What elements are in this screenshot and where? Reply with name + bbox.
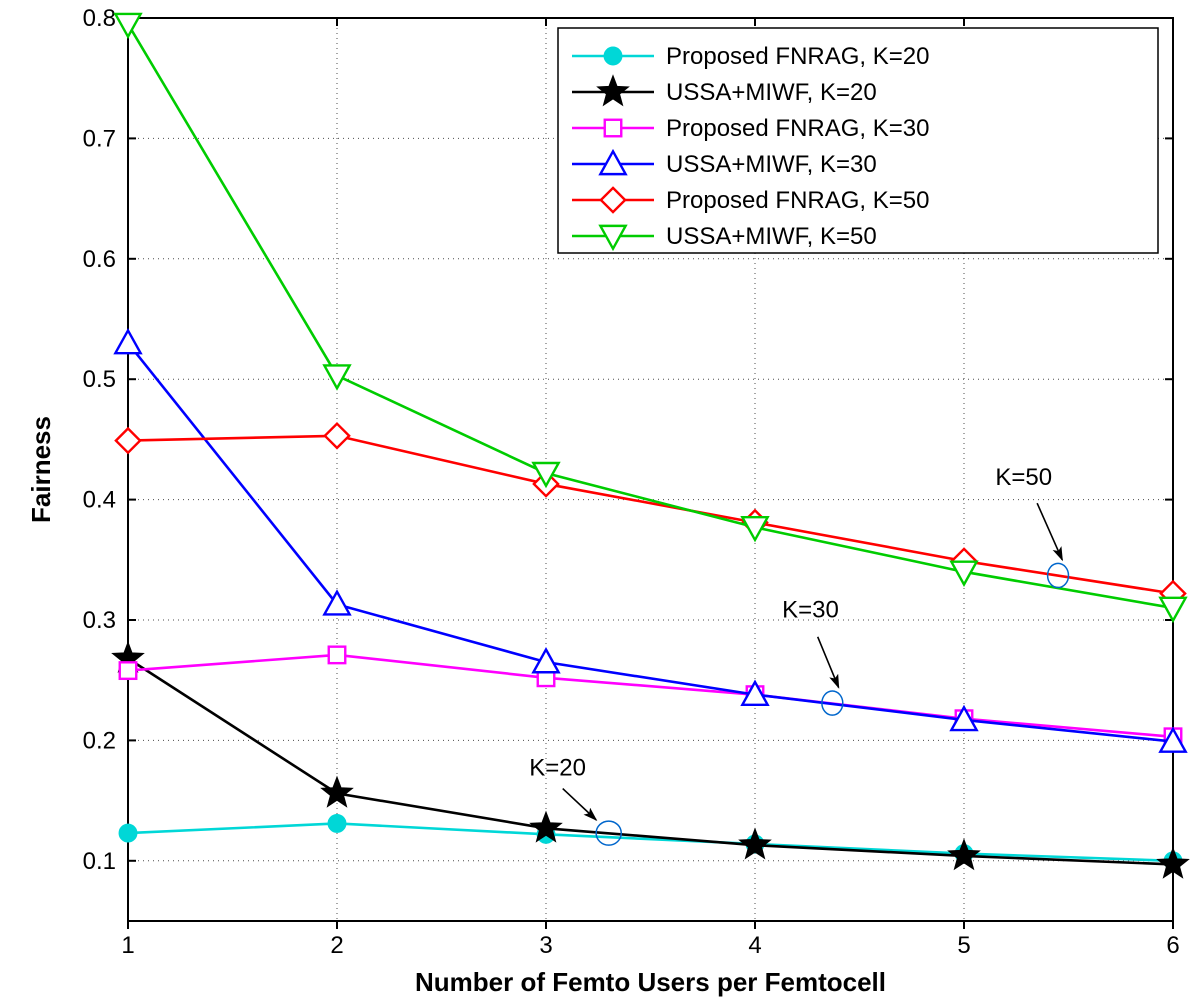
- svg-text:2: 2: [330, 932, 343, 959]
- svg-text:0.8: 0.8: [83, 5, 116, 32]
- y-axis-label: Fairness: [26, 416, 56, 523]
- svg-text:0.1: 0.1: [83, 848, 116, 875]
- legend-entry-1: USSA+MIWF, K=20: [666, 79, 877, 106]
- legend-entry-0: Proposed FNRAG, K=20: [666, 43, 929, 70]
- chart-container: 1 2 3 4 5 6 0.1 0.2 0.3 0.4 0.5 0.6 0.7 0.8 Number of …: [0, 0, 1200, 1005]
- svg-text:0.5: 0.5: [83, 366, 116, 393]
- x-axis-label: Number of Femto Users per Femtocell: [415, 967, 886, 997]
- svg-text:5: 5: [957, 932, 970, 959]
- svg-text:3: 3: [539, 932, 552, 959]
- svg-text:0.3: 0.3: [83, 607, 116, 634]
- legend: Proposed FNRAG, K=20 USSA+MIWF, K=20 Propo…: [558, 28, 1158, 253]
- legend-entry-5: USSA+MIWF, K=50: [666, 223, 877, 250]
- svg-text:K=20: K=20: [529, 754, 586, 781]
- svg-text:4: 4: [748, 932, 761, 959]
- svg-text:1: 1: [121, 932, 134, 959]
- svg-text:0.2: 0.2: [83, 727, 116, 754]
- svg-text:K=50: K=50: [995, 464, 1052, 491]
- legend-entry-4: Proposed FNRAG, K=50: [666, 187, 929, 214]
- svg-text:0.4: 0.4: [83, 487, 116, 514]
- svg-text:K=30: K=30: [782, 597, 839, 624]
- svg-text:0.6: 0.6: [83, 246, 116, 273]
- svg-text:0.7: 0.7: [83, 125, 116, 152]
- svg-text:6: 6: [1166, 932, 1179, 959]
- legend-entry-2: Proposed FNRAG, K=30: [666, 115, 929, 142]
- legend-entry-3: USSA+MIWF, K=30: [666, 151, 877, 178]
- line-chart: 1 2 3 4 5 6 0.1 0.2 0.3 0.4 0.5 0.6 0.7 0.8 Number of …: [0, 0, 1200, 1005]
